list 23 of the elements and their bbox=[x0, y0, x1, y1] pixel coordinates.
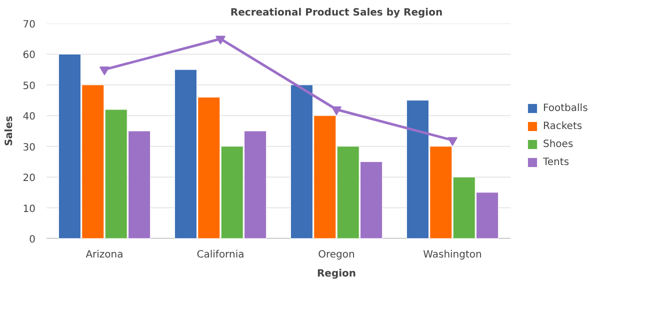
x-tick-label: Washington bbox=[423, 250, 482, 260]
y-tick-label: 40 bbox=[22, 112, 36, 123]
point bbox=[448, 137, 458, 146]
x-axis-title: Region bbox=[316, 268, 356, 280]
y-tick-label: 60 bbox=[22, 50, 36, 62]
point bbox=[100, 66, 110, 76]
y-tick-label: 70 bbox=[22, 20, 36, 30]
point bbox=[216, 36, 226, 45]
y-tick-label: 10 bbox=[22, 204, 36, 215]
chart-title: Recreational Product Sales by Region bbox=[230, 8, 443, 18]
x-tick-label: Arizona bbox=[86, 250, 124, 260]
legend-label: Tents bbox=[543, 156, 570, 168]
legend-label: Footballs bbox=[543, 102, 589, 114]
legend-label: Rackets bbox=[543, 120, 584, 132]
y-tick-label: 0 bbox=[29, 234, 36, 246]
legend-label: Shoes bbox=[543, 138, 574, 150]
y-tick-label: 50 bbox=[22, 80, 36, 92]
y-axis-title: Sales bbox=[4, 116, 15, 146]
y-tick-label: 20 bbox=[22, 173, 36, 184]
x-tick-label: Oregon bbox=[318, 250, 355, 260]
x-tick-label: California bbox=[196, 250, 244, 260]
y-tick-label: 30 bbox=[22, 142, 36, 154]
point bbox=[332, 106, 342, 116]
